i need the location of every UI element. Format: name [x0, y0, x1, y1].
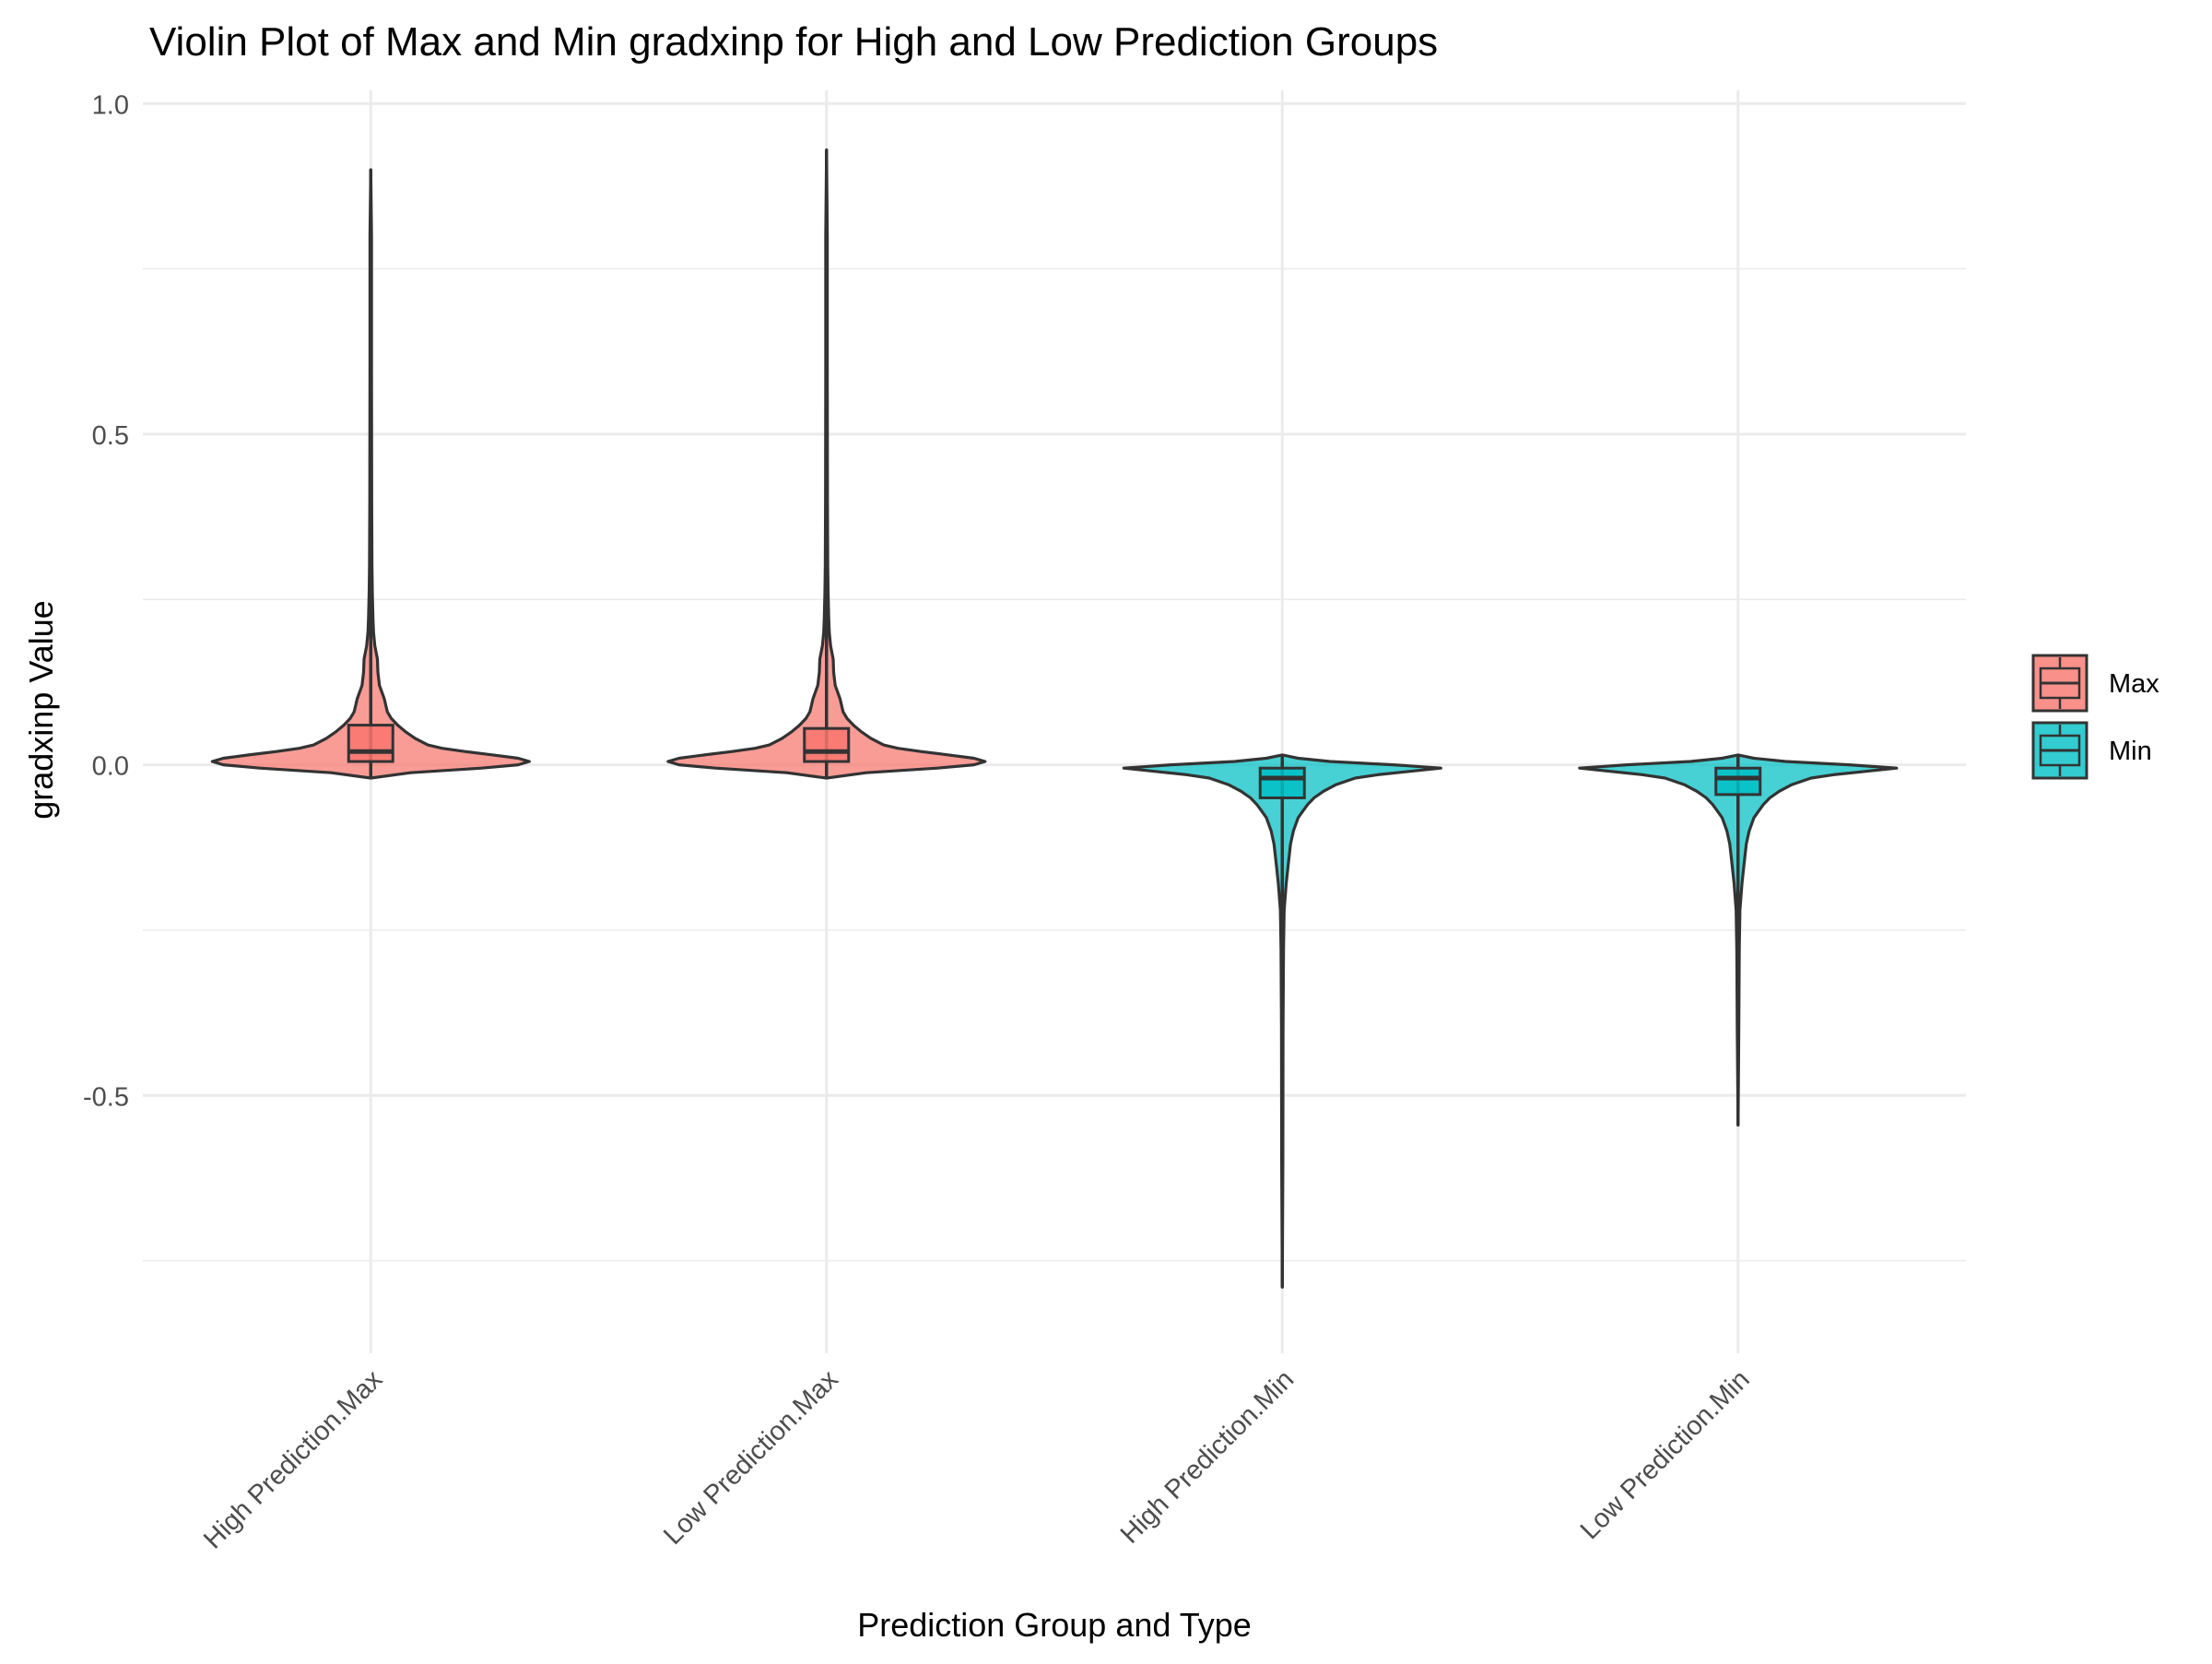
x-tick-label: Low Prediction.Max — [658, 1364, 844, 1551]
y-axis-ticks: -0.5 0.0 0.5 1.0 — [83, 90, 129, 1112]
x-tick-label: Low Prediction.Min — [1575, 1364, 1756, 1545]
box — [803, 726, 851, 763]
box — [1714, 766, 1762, 797]
y-axis-label: gradxinp Value — [22, 600, 60, 820]
y-tick-label: 1.0 — [92, 90, 129, 120]
x-axis-ticks: High Prediction.Max Low Prediction.Max Hig… — [198, 1364, 1756, 1554]
violins — [210, 148, 1899, 1289]
box — [347, 724, 394, 763]
chart-title: Violin Plot of Max and Min gradxinp for … — [149, 19, 1438, 65]
box — [1258, 766, 1306, 799]
legend-label-max: Max — [2109, 669, 2159, 699]
y-tick-label: 0.0 — [92, 752, 129, 782]
x-tick-label: High Prediction.Min — [1115, 1364, 1300, 1549]
y-tick-label: -0.5 — [83, 1082, 129, 1112]
x-axis-label: Prediction Group and Type — [857, 1606, 1252, 1644]
legend-label-min: Min — [2109, 737, 2152, 766]
grid-lines — [143, 90, 1966, 1353]
y-tick-label: 0.5 — [92, 421, 129, 451]
x-tick-label: High Prediction.Max — [198, 1364, 388, 1554]
legend: Max Min — [2031, 654, 2159, 780]
